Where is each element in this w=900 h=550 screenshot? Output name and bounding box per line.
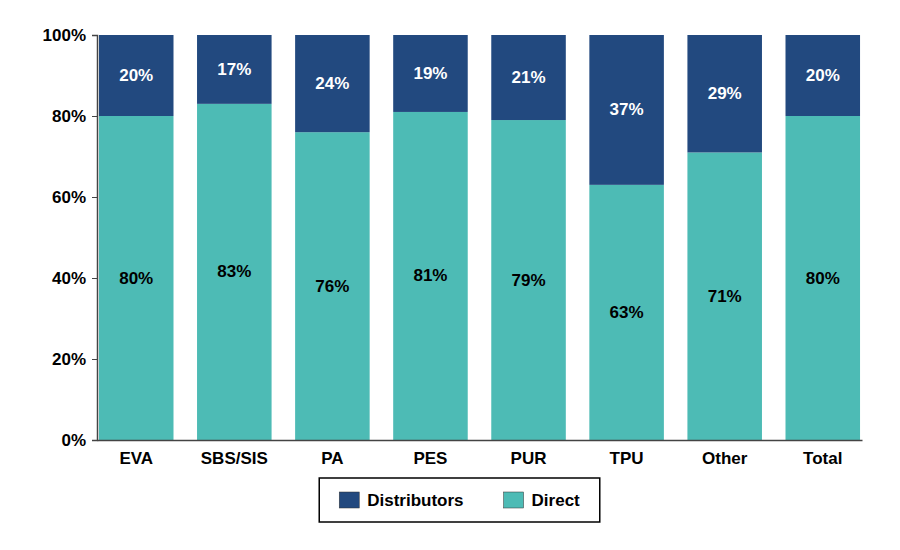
x-tick: SBS/SIS <box>201 440 268 468</box>
y-tick-mark <box>92 440 97 441</box>
bar-segment <box>589 185 664 440</box>
bars <box>99 35 860 440</box>
x-tick-label: Other <box>702 449 748 468</box>
data-label: 76% <box>315 277 349 296</box>
y-tick: 40% <box>52 269 97 288</box>
data-label: 63% <box>610 303 644 322</box>
y-tick-label: 0% <box>61 431 86 450</box>
bar-segment <box>393 112 468 440</box>
data-label: 20% <box>119 66 153 85</box>
bar-segment <box>197 35 272 104</box>
legend: Distributors Direct <box>319 478 600 522</box>
bar-segment <box>197 104 272 440</box>
x-tick: Other <box>702 440 748 468</box>
data-label: 17% <box>217 60 251 79</box>
bar-segment <box>687 35 762 152</box>
data-label: 37% <box>610 100 644 119</box>
data-label: 19% <box>413 64 447 83</box>
legend-label: Distributors <box>367 491 463 510</box>
y-axis: 0% 20% 40% 60% 80% 100% <box>43 26 98 450</box>
legend-swatch <box>504 492 524 508</box>
legend-box <box>319 478 600 522</box>
y-tick-label: 100% <box>43 26 86 45</box>
x-tick: TPU <box>610 440 644 468</box>
bar-segment <box>393 35 468 112</box>
legend-label: Direct <box>532 491 581 510</box>
y-tick-label: 80% <box>52 107 86 126</box>
y-tick-mark <box>92 359 97 360</box>
y-tick: 80% <box>52 107 97 126</box>
y-tick-label: 40% <box>52 269 86 288</box>
x-axis: EVA SBS/SIS PA PES PUR TPU Other Total <box>98 440 863 468</box>
data-label: 24% <box>315 74 349 93</box>
y-tick: 0% <box>61 431 97 450</box>
data-label: 80% <box>806 269 840 288</box>
x-tick-label: TPU <box>610 449 644 468</box>
x-tick: PES <box>413 440 447 468</box>
bar-segment <box>295 132 370 440</box>
y-tick-mark <box>92 278 97 279</box>
bar-segment <box>786 35 861 116</box>
data-label: 83% <box>217 262 251 281</box>
data-label: 21% <box>512 68 546 87</box>
y-tick-label: 60% <box>52 188 86 207</box>
data-label: 71% <box>708 287 742 306</box>
bar-segment <box>589 35 664 185</box>
x-tick-label: PUR <box>511 449 547 468</box>
y-tick: 60% <box>52 188 97 207</box>
legend-item: Distributors <box>339 491 463 510</box>
bar-segment <box>491 35 566 120</box>
y-tick-label: 20% <box>52 350 86 369</box>
y-tick-mark <box>92 35 97 36</box>
y-tick: 100% <box>43 26 97 45</box>
x-tick-label: EVA <box>119 449 153 468</box>
bar-segment <box>786 116 861 440</box>
legend-swatch <box>339 492 359 508</box>
x-tick-label: Total <box>803 449 842 468</box>
chart: 80% 83% 76% 81% 79% 63% 71% 80% 20% 17% 24% 19% 21% 3… <box>0 0 900 550</box>
data-label: 79% <box>512 271 546 290</box>
x-tick: PA <box>321 440 343 468</box>
x-tick: Total <box>803 440 842 468</box>
x-tick-label: SBS/SIS <box>201 449 268 468</box>
bar-segment <box>99 35 174 116</box>
data-label: 29% <box>708 84 742 103</box>
x-tick-label: PES <box>413 449 447 468</box>
bar-segment <box>687 152 762 440</box>
y-axis-line <box>92 36 98 441</box>
data-labels: 80% 83% 76% 81% 79% 63% 71% 80% 20% 17% 24% 19% 21% 3… <box>119 60 840 322</box>
x-tick: PUR <box>511 440 547 468</box>
x-tick: EVA <box>119 440 153 468</box>
x-tick-label: PA <box>321 449 343 468</box>
bar-segment <box>491 120 566 440</box>
y-tick-mark <box>92 116 97 117</box>
data-label: 80% <box>119 269 153 288</box>
data-label: 81% <box>413 266 447 285</box>
x-axis-line <box>98 440 863 442</box>
bar-segment <box>295 35 370 132</box>
y-tick-mark <box>92 197 97 198</box>
legend-item: Direct <box>504 491 581 510</box>
bar-segment <box>99 116 174 440</box>
y-tick: 20% <box>52 350 97 369</box>
data-label: 20% <box>806 66 840 85</box>
